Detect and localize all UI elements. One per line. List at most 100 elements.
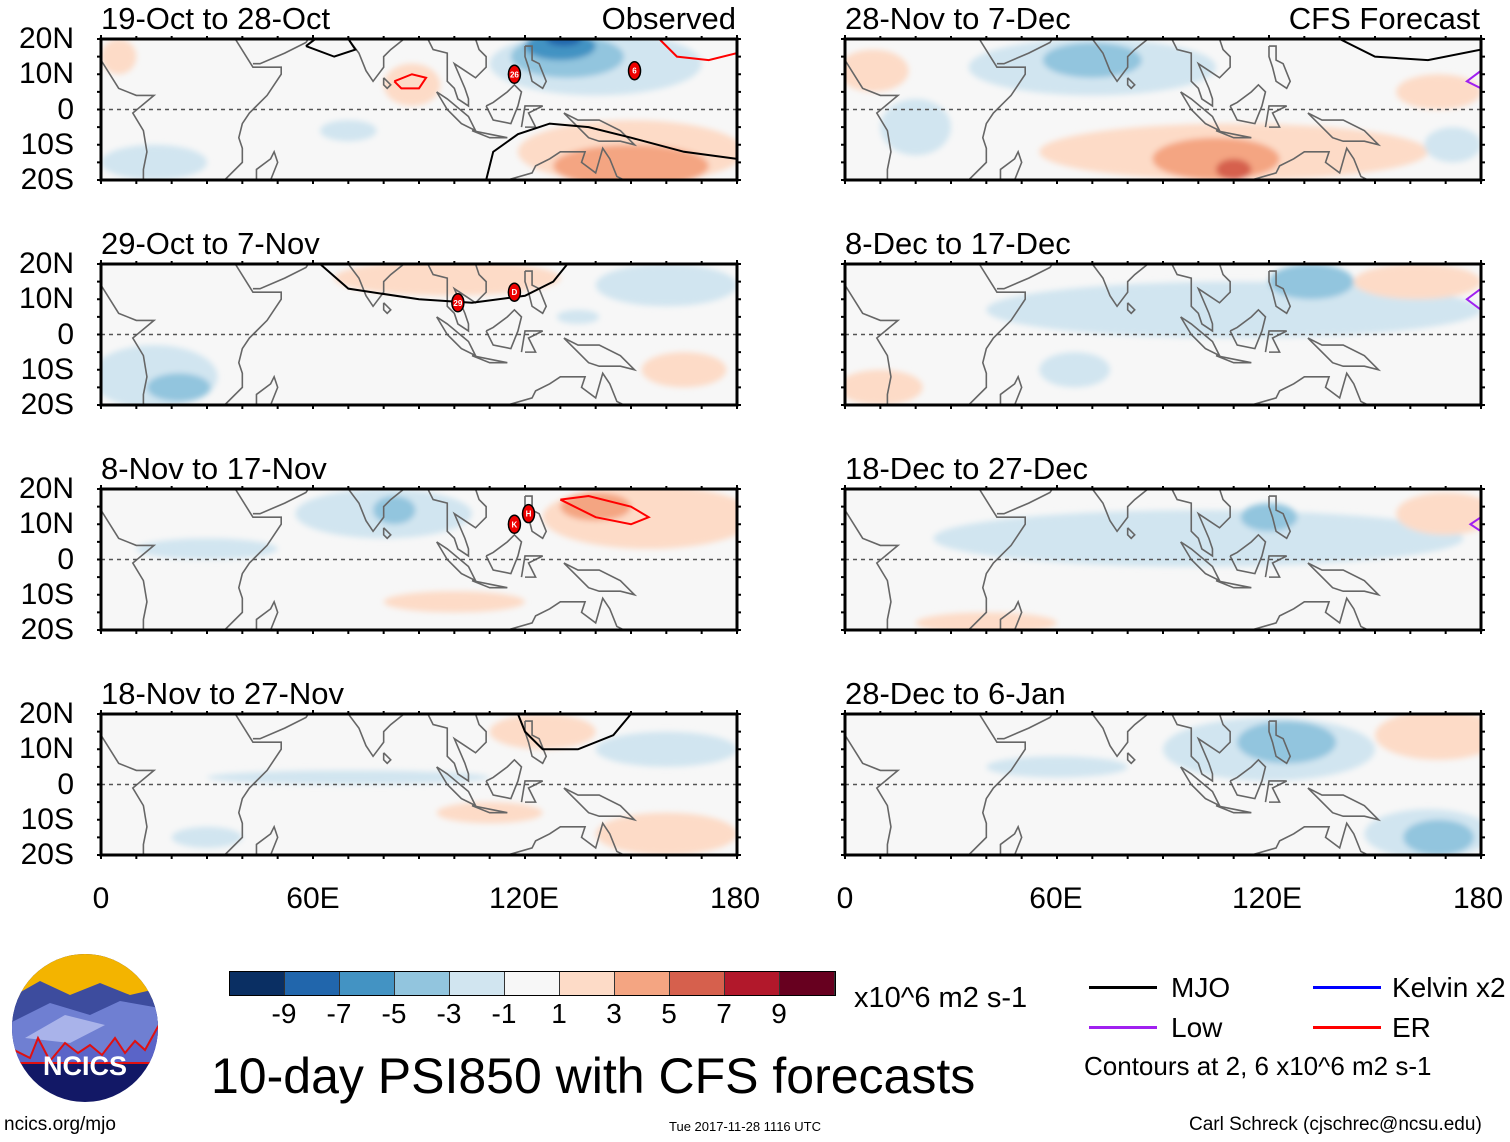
anomaly-region	[1269, 264, 1354, 300]
coastline	[1215, 354, 1252, 364]
coastline	[968, 39, 1026, 180]
contour-line	[305, 39, 357, 58]
colorbar-swatch	[560, 972, 615, 995]
coastline	[1091, 264, 1150, 308]
coastline	[1126, 302, 1136, 315]
anomaly-region	[171, 826, 243, 848]
anomaly-region	[595, 264, 737, 307]
coastline	[1091, 489, 1150, 533]
coastline	[347, 264, 406, 308]
anomaly-region	[207, 770, 490, 785]
panel-title: 28-Dec to 6-Jan	[845, 676, 1066, 711]
lat-tick-label: 10S	[20, 802, 74, 836]
coastline	[1126, 527, 1136, 540]
coastline	[485, 758, 523, 800]
coastline	[996, 714, 1054, 740]
coastline	[999, 149, 1023, 180]
coastline	[1268, 45, 1292, 90]
lon-tick-label: 120E	[488, 882, 560, 915]
legend-label-low: Low	[1171, 1012, 1223, 1043]
coastline	[563, 562, 638, 597]
contour-line	[319, 264, 569, 304]
colorbar	[229, 971, 836, 996]
panel-label: CFS Forecast	[1288, 1, 1480, 36]
contour-line	[485, 122, 737, 180]
storm-marker[interactable]: 6	[627, 60, 642, 81]
coastline	[845, 714, 901, 855]
lat-tick-label: 0	[57, 92, 74, 126]
coastline	[1170, 264, 1231, 333]
coastline	[1244, 596, 1369, 630]
storm-marker[interactable]: D	[507, 282, 522, 302]
anomaly-region	[1237, 721, 1337, 764]
footer-author: Carl Schreck (cjschrec@ncsu.edu)	[1189, 1114, 1482, 1135]
anomaly-region	[1403, 819, 1474, 855]
coastline	[382, 77, 392, 90]
ncics-logo: NCICS	[12, 954, 158, 1102]
legend-label-kelvin: Kelvin x2	[1392, 972, 1506, 1003]
storm-marker[interactable]: K	[507, 514, 522, 534]
lat-tick-label: 10S	[20, 127, 74, 161]
panel-title: 28-Nov to 7-Dec	[845, 1, 1071, 36]
storm-label: 29	[453, 299, 462, 308]
colorbar-label: 5	[661, 998, 677, 1029]
lat-tick-label: 0	[57, 767, 74, 801]
lat-tick-label: 10N	[18, 507, 74, 541]
coastline	[224, 714, 282, 855]
colorbar-label: -3	[436, 998, 462, 1029]
lat-tick-label: 10S	[20, 352, 74, 386]
coastline	[255, 599, 279, 630]
colorbar-label: 9	[771, 998, 787, 1029]
anomaly-region	[1396, 492, 1481, 535]
coastline	[1229, 83, 1267, 125]
lat-tick-label: 10N	[18, 57, 74, 91]
panel-title: 8-Dec to 17-Dec	[845, 226, 1071, 261]
coastline	[101, 264, 157, 405]
lon-tick-label: 60E	[1029, 882, 1083, 915]
coastline	[1126, 77, 1136, 90]
lat-tick-label: 20N	[18, 697, 74, 730]
coastline	[426, 489, 487, 558]
colorbar-swatch	[615, 972, 670, 995]
lon-tick-label: 60E	[286, 882, 340, 915]
storm-marker[interactable]: H	[521, 503, 536, 524]
colorbar-swatch	[780, 972, 835, 995]
contour-line	[658, 39, 737, 62]
colorbar-label: -5	[381, 998, 407, 1029]
anomaly-region	[641, 352, 727, 388]
coastline	[999, 599, 1023, 630]
coastline	[996, 489, 1054, 515]
coastline	[347, 714, 406, 758]
coastline	[1307, 787, 1382, 822]
coastline	[252, 264, 310, 290]
contour-line	[393, 73, 428, 90]
colorbar-units: x10^6 m2 s-1	[854, 982, 1028, 1014]
coastline	[1268, 495, 1292, 540]
storm-label: D	[512, 288, 518, 297]
anomaly-region	[546, 39, 582, 47]
coastline	[845, 264, 901, 405]
footer-url[interactable]: ncics.org/mjo	[4, 1114, 116, 1135]
coastline	[485, 308, 523, 350]
coastline	[426, 39, 487, 108]
coastline	[101, 39, 157, 180]
anomaly-region	[1375, 714, 1481, 760]
lat-tick-label: 20N	[18, 247, 74, 280]
lat-tick-label: 10N	[18, 282, 74, 316]
anomaly-region	[915, 612, 1057, 630]
coastline	[999, 824, 1023, 855]
storm-marker[interactable]: 26	[507, 64, 522, 84]
anomaly-region	[383, 63, 441, 106]
coastline	[524, 720, 548, 765]
coastline	[255, 149, 279, 180]
map-panel	[841, 485, 1485, 634]
coastline	[1229, 308, 1267, 350]
coastline	[845, 489, 901, 630]
coastline	[347, 489, 406, 533]
coastline	[1244, 821, 1369, 855]
panel-title: 29-Oct to 7-Nov	[101, 226, 320, 261]
coastline	[485, 533, 523, 575]
storm-marker[interactable]: 29	[451, 293, 465, 313]
lon-tick-label: 120E	[1231, 882, 1303, 915]
